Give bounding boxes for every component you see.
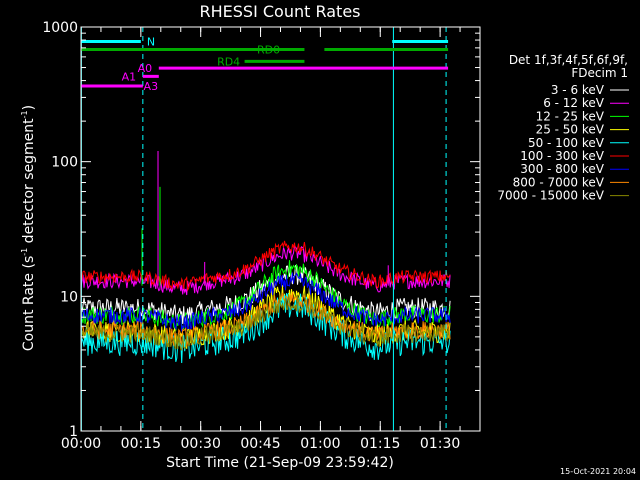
x-tick-label: 01:30: [420, 436, 460, 452]
flag-label-a3: A3: [144, 80, 159, 93]
x-tick-label: 01:15: [360, 436, 400, 452]
legend-label-6: 100 - 300 keV: [520, 149, 604, 163]
y-axis-label: Count Rate (s-1 detector segment-1): [20, 105, 37, 351]
y-tick-label: 1000: [42, 20, 78, 36]
flag-label-a0: A0: [138, 62, 153, 75]
legend-header-line: Det 1f,3f,4f,5f,6f,9f,: [509, 53, 628, 67]
x-axis-label: Start Time (21-Sep-09 23:59:42): [166, 455, 394, 471]
legend-label-2: 6 - 12 keV: [543, 96, 605, 110]
flag-label-rd0: RD0: [257, 44, 280, 57]
y-axis-label-exponent-2: -1: [20, 110, 29, 118]
flag-label-rd4: RD4: [217, 55, 240, 68]
chart-title: RHESSI Count Rates: [200, 2, 361, 21]
legend-label-3: 12 - 25 keV: [536, 109, 605, 123]
y-axis-label-text-2: detector segment: [21, 118, 37, 248]
x-tick-label: 00:30: [181, 436, 221, 452]
x-tick-label: 00:00: [61, 436, 101, 452]
y-axis-label-text: Count Rate (s: [21, 256, 37, 351]
axes: 1 10 100 1000 00:00 00:15 00:30 00:45 01:00 01:15…: [42, 20, 481, 452]
y-tick-label: 100: [51, 155, 78, 171]
y-axis-label-exponent: -1: [20, 248, 29, 256]
flag-label-a1: A1: [122, 70, 137, 83]
legend-label-5: 50 - 100 keV: [528, 136, 605, 150]
x-tick-label: 01:00: [300, 436, 340, 452]
y-tick-label: 10: [60, 289, 78, 305]
x-tick-label: 00:15: [121, 436, 161, 452]
plot-frame: [80, 26, 481, 432]
legend-label-1: 3 - 6 keV: [551, 83, 605, 97]
flag-label-n: N: [147, 36, 155, 49]
x-tick-label: 00:45: [240, 436, 280, 452]
legend-label-4: 25 - 50 keV: [536, 123, 605, 137]
plot-series: [80, 151, 451, 364]
legend-label-7: 300 - 800 keV: [520, 162, 604, 176]
y-tick-label: 1: [69, 424, 78, 440]
legend-label-8: 800 - 7000 keV: [513, 175, 605, 189]
legend: Det 1f,3f,4f,5f,6f,9f,FDecim 1 3 - 6 keV6…: [497, 53, 629, 203]
y-axis-label-close: ): [21, 105, 37, 110]
legend-header-line: FDecim 1: [571, 66, 628, 80]
plot-timestamp: 15-Oct-2021 20:04: [560, 467, 636, 476]
legend-label-9: 7000 - 15000 keV: [497, 189, 604, 203]
